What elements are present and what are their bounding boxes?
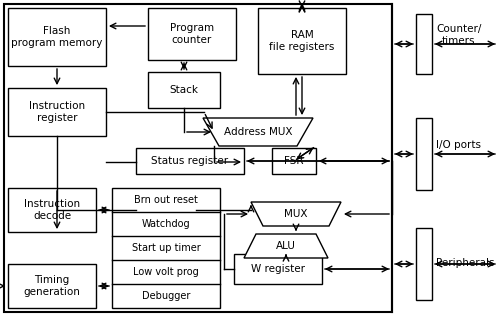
Polygon shape — [244, 234, 328, 258]
Text: Peripherals: Peripherals — [436, 258, 495, 268]
Text: Instruction
register: Instruction register — [29, 101, 85, 123]
Text: Timing
generation: Timing generation — [23, 275, 81, 297]
Text: Flash
program memory: Flash program memory — [11, 26, 103, 48]
Polygon shape — [203, 118, 313, 146]
Bar — [136, 148, 244, 174]
Bar — [8, 88, 106, 136]
Text: Low volt prog: Low volt prog — [133, 267, 199, 277]
Bar — [148, 8, 236, 60]
Text: ALU: ALU — [276, 241, 296, 251]
Bar — [112, 188, 220, 308]
Bar — [234, 254, 322, 284]
Text: Start up timer: Start up timer — [131, 243, 200, 253]
Bar — [148, 72, 220, 108]
Bar — [272, 148, 316, 174]
Text: Address MUX: Address MUX — [224, 127, 292, 137]
Text: Program
counter: Program counter — [170, 23, 214, 45]
Bar — [8, 188, 96, 232]
Text: Stack: Stack — [169, 85, 199, 95]
Text: Brn out reset: Brn out reset — [134, 195, 198, 205]
Bar — [4, 4, 392, 312]
Bar — [8, 264, 96, 308]
Text: MUX: MUX — [284, 209, 308, 219]
Text: FSR: FSR — [284, 156, 304, 166]
Bar — [416, 118, 432, 190]
Text: Watchdog: Watchdog — [142, 219, 190, 229]
Text: Counter/
timers: Counter/ timers — [436, 24, 482, 46]
Bar — [416, 14, 432, 74]
Text: RAM
file registers: RAM file registers — [269, 30, 335, 52]
Text: Status register: Status register — [151, 156, 229, 166]
Bar — [416, 228, 432, 300]
Text: W register: W register — [251, 264, 305, 274]
Bar — [258, 8, 346, 74]
Text: I/O ports: I/O ports — [436, 140, 481, 150]
Text: Debugger: Debugger — [142, 291, 190, 301]
Text: Instruction
decode: Instruction decode — [24, 199, 80, 221]
Bar — [8, 8, 106, 66]
Polygon shape — [251, 202, 341, 226]
